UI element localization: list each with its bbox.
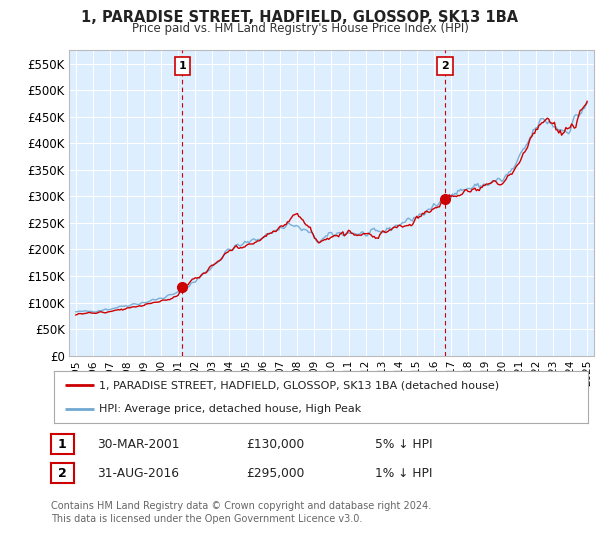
Text: 1: 1 [58, 437, 67, 451]
Text: 5% ↓ HPI: 5% ↓ HPI [375, 437, 433, 451]
Text: 1% ↓ HPI: 1% ↓ HPI [375, 466, 433, 480]
Text: £295,000: £295,000 [246, 466, 304, 480]
Text: 1, PARADISE STREET, HADFIELD, GLOSSOP, SK13 1BA: 1, PARADISE STREET, HADFIELD, GLOSSOP, S… [82, 10, 518, 25]
Text: £130,000: £130,000 [246, 437, 304, 451]
Text: 30-MAR-2001: 30-MAR-2001 [97, 437, 180, 451]
Text: 2: 2 [58, 466, 67, 480]
Text: 1: 1 [178, 62, 186, 71]
Text: Contains HM Land Registry data © Crown copyright and database right 2024.
This d: Contains HM Land Registry data © Crown c… [51, 501, 431, 524]
Text: 31-AUG-2016: 31-AUG-2016 [97, 466, 179, 480]
Text: 1, PARADISE STREET, HADFIELD, GLOSSOP, SK13 1BA (detached house): 1, PARADISE STREET, HADFIELD, GLOSSOP, S… [100, 380, 500, 390]
Text: Price paid vs. HM Land Registry's House Price Index (HPI): Price paid vs. HM Land Registry's House … [131, 22, 469, 35]
Text: 2: 2 [442, 62, 449, 71]
Text: HPI: Average price, detached house, High Peak: HPI: Average price, detached house, High… [100, 404, 362, 414]
